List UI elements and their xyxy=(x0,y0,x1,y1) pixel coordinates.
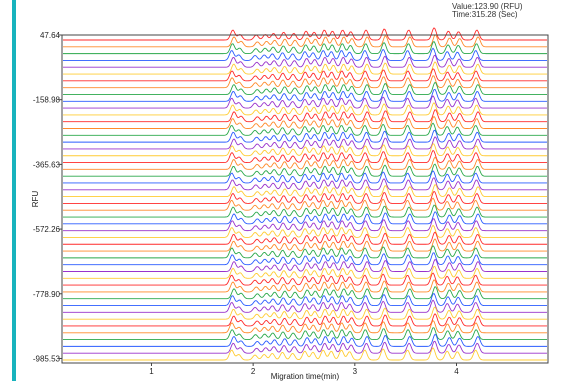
trace-line xyxy=(63,299,547,313)
trace-line xyxy=(63,347,547,361)
y-tick-label: 47.64 xyxy=(40,31,61,40)
trace-line xyxy=(63,190,547,204)
trace-line xyxy=(63,286,547,300)
trace-line xyxy=(63,306,547,320)
y-axis-label: RFU xyxy=(31,191,40,208)
trace-line xyxy=(63,292,547,306)
trace-line xyxy=(63,115,547,129)
trace-line xyxy=(63,327,547,341)
trace-line xyxy=(63,279,547,293)
trace-line xyxy=(63,320,547,334)
trace-line xyxy=(63,272,547,286)
trace-line xyxy=(63,143,547,157)
trace-line xyxy=(63,129,547,143)
trace-line xyxy=(63,136,547,150)
x-tick-label: 3 xyxy=(353,367,358,376)
trace-line xyxy=(63,75,547,89)
trace-line xyxy=(63,313,547,327)
trace-line xyxy=(63,163,547,177)
trace-line xyxy=(63,218,547,232)
trace-line xyxy=(63,34,547,48)
trace-group xyxy=(63,27,547,361)
trace-line xyxy=(63,184,547,198)
x-tick-label: 1 xyxy=(149,367,154,376)
trace-line xyxy=(63,102,547,116)
cursor-readout: Value:123.90 (RFU) Time:315.28 (Sec) xyxy=(452,3,523,19)
trace-line xyxy=(63,156,547,170)
trace-line xyxy=(63,211,547,225)
trace-line xyxy=(63,81,547,95)
trace-line xyxy=(63,245,547,259)
trace-line xyxy=(63,149,547,164)
y-tick-label: -158.98 xyxy=(33,96,61,105)
tick-group: 47.64 -158.98 -365.63 -572.26 -778.90 -985.53… xyxy=(33,31,459,376)
x-tick-label: 4 xyxy=(454,367,459,376)
trace-line xyxy=(63,40,547,55)
readout-time: Time:315.28 (Sec) xyxy=(452,10,518,19)
trace-line xyxy=(63,258,547,272)
trace-line xyxy=(63,54,547,68)
trace-line xyxy=(63,122,547,136)
trace-line xyxy=(63,170,547,184)
plot-frame xyxy=(61,34,549,364)
trace-line xyxy=(63,333,547,347)
trace-line xyxy=(63,27,547,41)
readout-value: Value:123.90 (RFU) xyxy=(452,2,523,11)
trace-line xyxy=(63,109,547,123)
accent-bar xyxy=(12,0,16,381)
trace-line xyxy=(63,231,547,245)
trace-line xyxy=(63,340,547,354)
y-tick-label: -365.63 xyxy=(33,160,61,169)
trace-line xyxy=(63,177,547,191)
trace-line xyxy=(63,224,547,238)
x-tick-label: 2 xyxy=(251,367,256,376)
x-axis-label: Migration time(min) xyxy=(271,372,340,381)
trace-line xyxy=(63,68,547,82)
trace-line xyxy=(63,238,547,252)
trace-line xyxy=(63,197,547,211)
trace-line xyxy=(63,61,547,75)
trace-line xyxy=(63,204,547,218)
y-tick-label: -778.90 xyxy=(33,290,61,299)
trace-line xyxy=(63,95,547,109)
y-tick-label: -985.53 xyxy=(33,354,61,363)
trace-line xyxy=(63,252,547,266)
trace-line xyxy=(63,265,547,279)
y-tick-label: -572.26 xyxy=(33,225,61,234)
trace-line xyxy=(63,47,547,61)
trace-line xyxy=(63,88,547,102)
